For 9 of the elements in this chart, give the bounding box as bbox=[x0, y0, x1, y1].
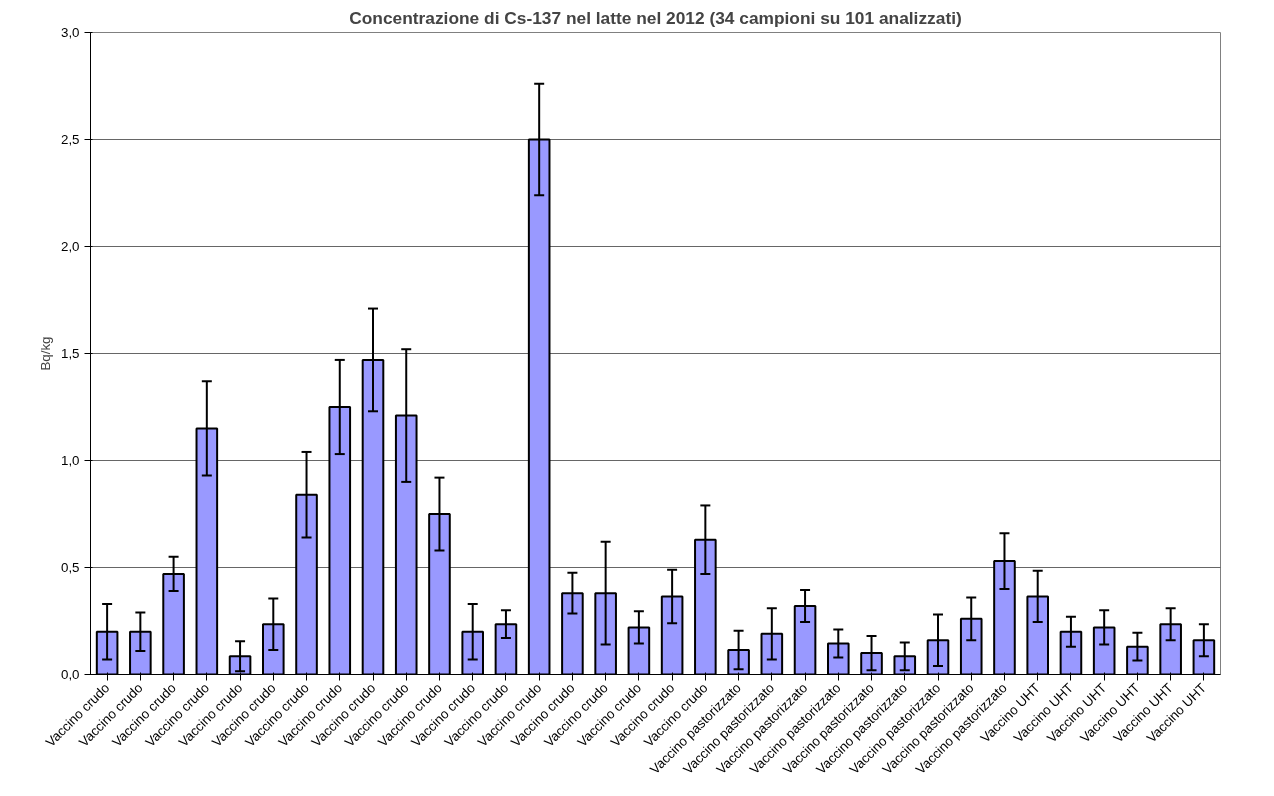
y-tick-label: 0,5 bbox=[60, 560, 80, 575]
y-tick-label: 1,0 bbox=[60, 453, 80, 468]
y-tick-label: 2,0 bbox=[60, 239, 80, 254]
y-tick-label: 2,5 bbox=[60, 132, 80, 147]
y-tick-label: 3,0 bbox=[60, 25, 80, 40]
y-tick-label: 1,5 bbox=[60, 346, 80, 361]
y-tick-label: 0,0 bbox=[60, 667, 80, 682]
y-axis-title: Bq/kg bbox=[37, 336, 53, 371]
chart-title: Concentrazione di Cs-137 nel latte nel 2012 (34 campioni su 101 analizzati) bbox=[349, 7, 962, 28]
